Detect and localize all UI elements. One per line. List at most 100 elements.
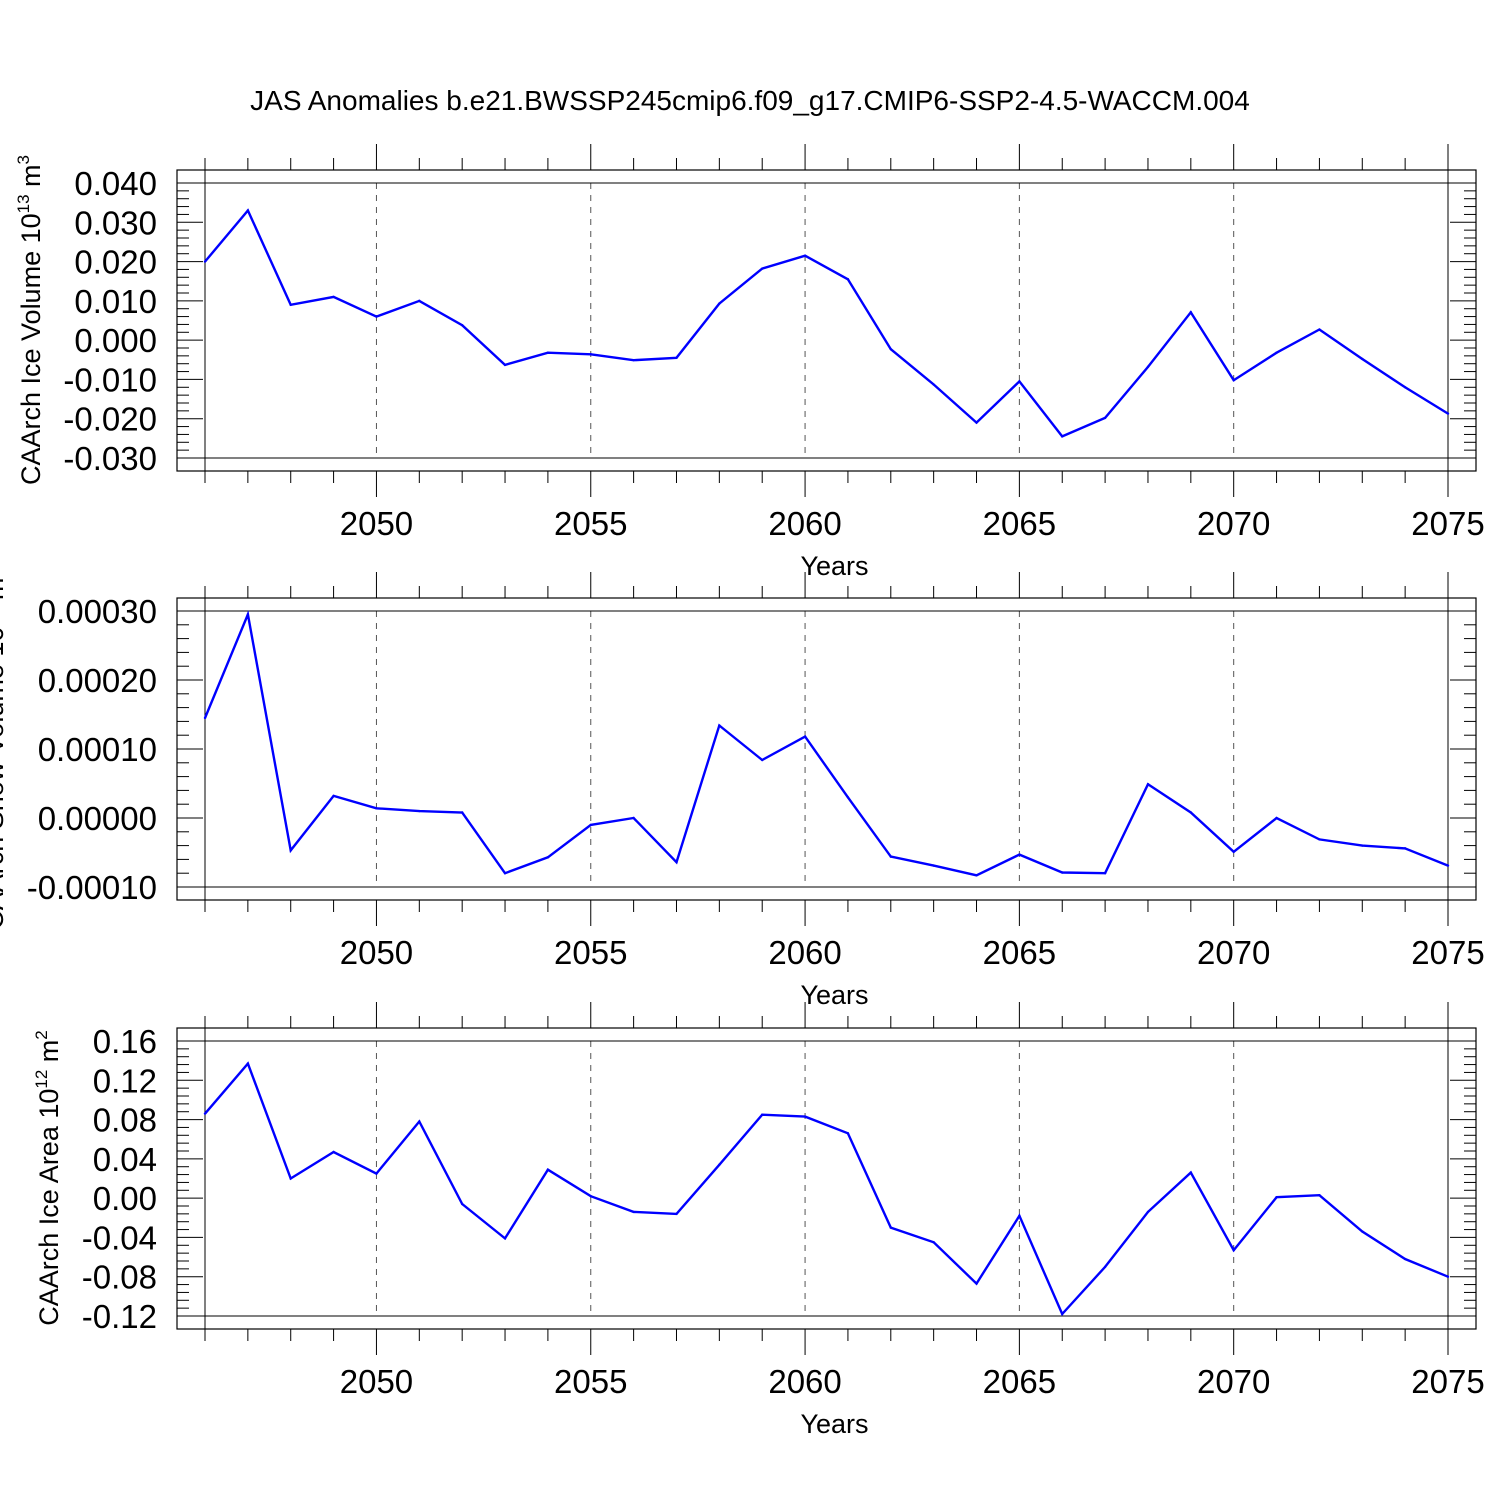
data-point (1275, 351, 1278, 354)
data-point (332, 295, 335, 299)
panel-3: 2050 2055 2060 2065 2070 2075Years0.160.120.0… (32, 1002, 1485, 1439)
data-point (846, 1132, 850, 1135)
panel-1: 2050 2055 2060 2065 2070 2075Years0.0400.0300… (14, 144, 1485, 581)
data-point (1018, 1214, 1021, 1218)
y-axis-label: CAArch Ice Area 1012 m2 (32, 1030, 64, 1326)
data-point (1446, 1275, 1450, 1278)
x-tick-label: 2075 (1411, 505, 1484, 542)
data-point (846, 278, 850, 281)
y-tick-label: 0.030 (74, 204, 157, 241)
data-point (1361, 357, 1364, 361)
data-point (718, 302, 721, 305)
data-point (675, 1212, 678, 1216)
x-axis-label: Years (800, 1409, 868, 1439)
x-tick-label: 2070 (1197, 934, 1270, 971)
plot-frame (176, 1027, 1477, 1330)
x-tick-label: 2070 (1197, 1363, 1270, 1400)
data-point (203, 1112, 207, 1115)
data-point (589, 823, 592, 827)
figure-title: JAS Anomalies b.e21.BWSSP245cmip6.f09_g1… (250, 85, 1250, 116)
y-tick-label: -0.010 (63, 361, 157, 398)
panel-2: 2050 2055 2060 2065 2070 2075 Years 0.00030 0.00… (0, 568, 1485, 1010)
data-point (932, 864, 935, 867)
data-point (1232, 850, 1235, 854)
data-point (1103, 416, 1107, 420)
data-point (1403, 1257, 1407, 1261)
data-point (975, 874, 978, 877)
data-point (975, 421, 978, 424)
data-point (460, 811, 464, 814)
y-axis-label: CAArch Snow Volume 1013 m3 (0, 568, 9, 930)
y-axis-label: CAArch Ice Volume 1013 m3 (14, 155, 46, 485)
x-tick-label: 2055 (554, 1363, 627, 1400)
y-tick-label: 0.00020 (38, 662, 157, 699)
plot-frame (176, 597, 1477, 901)
data-point (418, 299, 421, 303)
data-point (289, 303, 292, 306)
data-point (246, 613, 250, 616)
data-point (1318, 838, 1321, 841)
data-point (1232, 1248, 1235, 1252)
data-point (332, 794, 335, 798)
data-point (632, 358, 635, 362)
data-point (375, 315, 378, 318)
y-tick-label: 0.020 (74, 244, 157, 281)
data-point (203, 716, 207, 720)
x-tick-label: 2075 (1411, 934, 1484, 971)
data-point (1189, 811, 1193, 814)
y-tick-label: -0.08 (82, 1259, 157, 1296)
data-point (889, 1226, 892, 1229)
data-point (1403, 386, 1407, 389)
data-point (1232, 379, 1235, 382)
data-point (803, 735, 807, 738)
x-tick-label: 2050 (340, 505, 413, 542)
data-point (932, 1241, 935, 1244)
data-point (761, 758, 764, 762)
x-tick-label: 2060 (768, 1363, 841, 1400)
data-point (1446, 412, 1450, 415)
y-tick-label: 0.00000 (38, 800, 157, 837)
x-axis-label: Years (800, 551, 868, 581)
series-line (204, 1061, 1449, 1317)
y-tick-label: -0.030 (63, 440, 157, 477)
data-point (889, 855, 892, 858)
x-tick-label: 2055 (554, 505, 627, 542)
data-point (1061, 1312, 1064, 1316)
data-point (246, 1062, 250, 1065)
x-tick-label: 2060 (768, 505, 841, 542)
data-point (375, 807, 378, 810)
data-point (1403, 847, 1407, 850)
data-point (332, 1150, 335, 1154)
series-line (203, 610, 1449, 877)
series-line (204, 208, 1449, 438)
y-tick-label: 0.04 (93, 1141, 157, 1178)
y-tick-label: 0.00010 (38, 731, 157, 768)
data-point (632, 816, 635, 820)
y-tick-label: 0.12 (93, 1062, 157, 1099)
data-point (1318, 328, 1321, 331)
plot-frame (176, 169, 1477, 472)
data-point (1275, 816, 1278, 820)
data-point (675, 356, 678, 360)
data-point (375, 1172, 378, 1175)
data-point (589, 1194, 592, 1198)
y-tick-label: 0.040 (74, 165, 157, 202)
data-point (418, 809, 421, 813)
data-point (1018, 380, 1021, 383)
data-point (1146, 782, 1150, 786)
data-point (1361, 844, 1364, 847)
data-point (761, 1113, 764, 1116)
data-point (289, 849, 292, 852)
data-point (803, 254, 807, 257)
data-point (761, 267, 764, 270)
x-tick-label: 2055 (554, 934, 627, 971)
data-point (718, 1163, 721, 1166)
data-point (718, 724, 721, 727)
data-point (418, 1120, 421, 1123)
data-point (460, 1202, 464, 1206)
data-point (846, 796, 850, 799)
data-point (1146, 1210, 1150, 1214)
data-point (1275, 1195, 1278, 1199)
data-point (1189, 1171, 1193, 1174)
data-point (675, 860, 678, 864)
